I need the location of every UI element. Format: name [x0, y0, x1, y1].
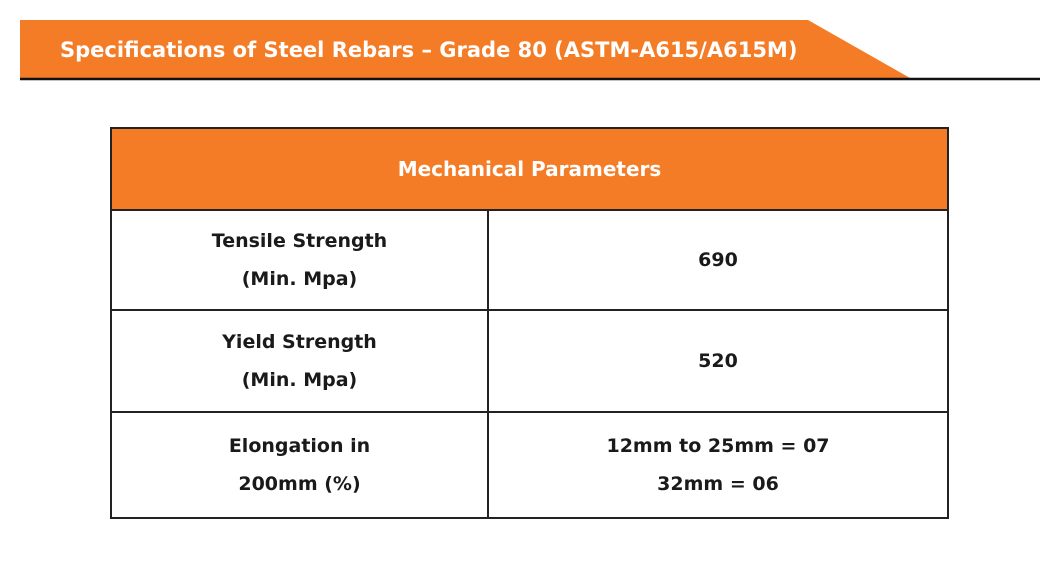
label-line: Yield Strength — [222, 331, 377, 353]
row-value: 690 — [487, 209, 949, 311]
row-label: Elongation in 200mm (%) — [110, 411, 489, 519]
value-line: 12mm to 25mm = 07 — [606, 435, 830, 457]
value-line: 32mm = 06 — [657, 473, 779, 495]
label-line: Tensile Strength — [211, 230, 388, 252]
table-row: Tensile Strength (Min. Mpa) 690 — [110, 209, 949, 311]
row-value: 12mm to 25mm = 07 32mm = 06 — [487, 411, 949, 519]
value-line: 690 — [698, 249, 738, 271]
row-label: Yield Strength (Min. Mpa) — [110, 309, 489, 413]
row-label: Tensile Strength (Min. Mpa) — [110, 209, 489, 311]
table-row: Yield Strength (Min. Mpa) 520 — [110, 309, 949, 413]
label-line: Elongation in — [228, 435, 371, 457]
banner — [20, 20, 1040, 81]
spec-table: Mechanical Parameters Tensile Strength (M… — [110, 127, 949, 519]
table-header-row: Mechanical Parameters — [110, 127, 949, 211]
banner-shape — [20, 20, 910, 78]
label-line: (Min. Mpa) — [241, 268, 358, 290]
table-row: Elongation in 200mm (%) 12mm to 25mm = 07 3… — [110, 411, 949, 519]
value-line: 520 — [698, 350, 738, 372]
label-line: 200mm (%) — [238, 473, 361, 495]
row-value: 520 — [487, 309, 949, 413]
table-header: Mechanical Parameters — [110, 127, 949, 211]
label-line: (Min. Mpa) — [241, 369, 358, 391]
page-title: Specifications of Steel Rebars – Grade 8… — [60, 38, 798, 62]
